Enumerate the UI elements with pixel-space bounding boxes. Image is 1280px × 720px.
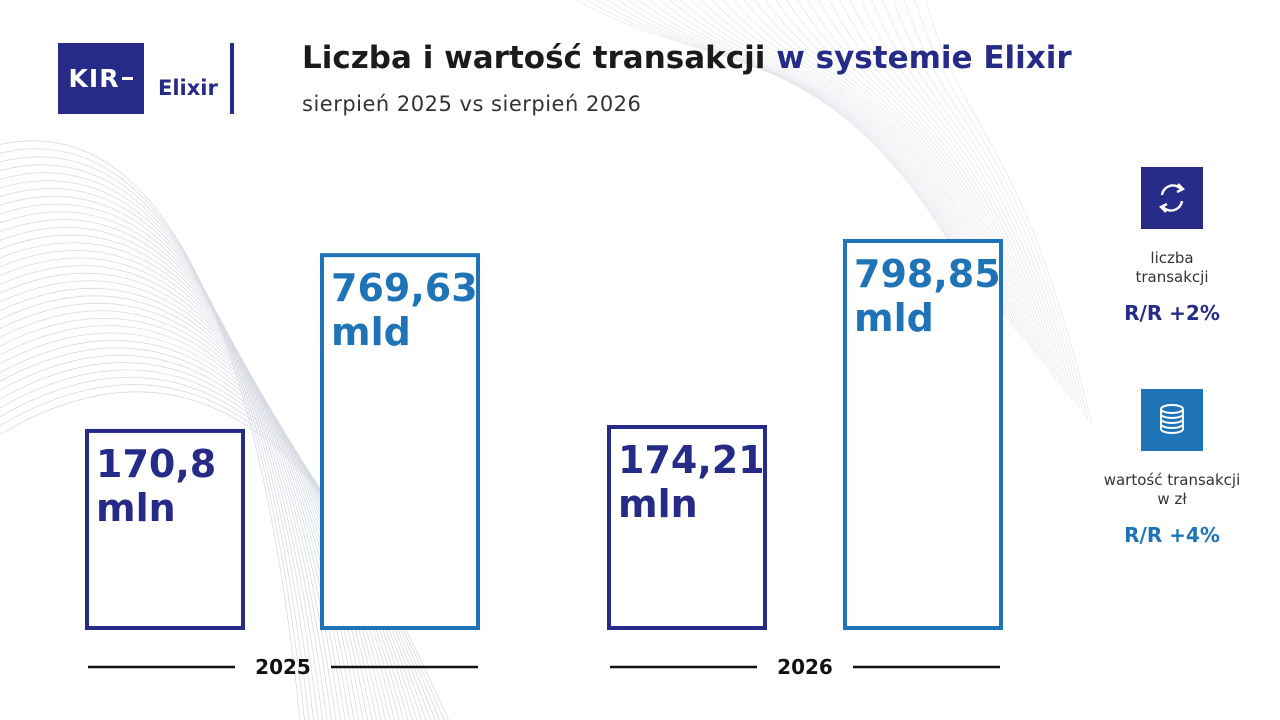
category-label: 2026 bbox=[777, 655, 833, 679]
background-wave-line bbox=[0, 195, 332, 720]
logo-separator bbox=[230, 43, 234, 114]
background-wave-line bbox=[638, 0, 985, 291]
background-wave-line bbox=[711, 0, 1013, 326]
kir-logo: KIR bbox=[58, 43, 144, 114]
count-label: liczba transakcji bbox=[1135, 249, 1209, 286]
background-wave-line bbox=[627, 0, 981, 286]
background-wave-line bbox=[860, 0, 1069, 396]
bar-unit-label: mln bbox=[618, 482, 698, 526]
bar-data-label: 769,63 bbox=[331, 266, 478, 310]
bar-unit-label: mld bbox=[854, 296, 934, 340]
background-wave-line bbox=[669, 0, 997, 306]
value-label: wartość transakcji w zł bbox=[1103, 471, 1241, 508]
bar-data-label: 170,8 bbox=[96, 442, 216, 486]
background-wave-line bbox=[0, 376, 440, 720]
bar-data-label: 798,85 bbox=[854, 252, 1001, 296]
background-wave-line bbox=[903, 0, 1085, 416]
background-wave-line bbox=[596, 0, 969, 271]
count-change: R/R +2% bbox=[1124, 301, 1220, 325]
value-change: R/R +4% bbox=[1124, 523, 1220, 547]
background-wave-line bbox=[722, 0, 1017, 331]
background-wave-line bbox=[606, 0, 973, 276]
background-wave-line bbox=[617, 0, 977, 281]
background-wave-line bbox=[839, 0, 1061, 386]
background-wave-line bbox=[818, 0, 1053, 376]
bar-count-2026 bbox=[607, 425, 767, 630]
kir-logo-text: KIR bbox=[68, 64, 120, 93]
background-wave-line bbox=[679, 0, 1001, 311]
background-wave-line bbox=[0, 362, 431, 720]
background-wave-line bbox=[0, 354, 427, 720]
background-wave-line bbox=[796, 0, 1045, 366]
background-wave-line bbox=[690, 0, 1005, 316]
background-wave-line bbox=[648, 0, 989, 296]
background-wave-line bbox=[828, 0, 1057, 381]
background-wave-line bbox=[575, 0, 961, 261]
bar-unit-label: mld bbox=[331, 310, 411, 354]
elixir-logo-text: Elixir bbox=[158, 76, 218, 100]
background-wave-line bbox=[0, 384, 445, 720]
background-wave-line bbox=[925, 0, 1093, 426]
background-wave-line bbox=[701, 0, 1009, 321]
background-wave-line bbox=[0, 391, 449, 720]
background-wave-line bbox=[658, 0, 993, 301]
background-wave-line bbox=[0, 211, 341, 720]
background-wave-line bbox=[850, 0, 1065, 391]
exchange-arrows-icon bbox=[1141, 167, 1203, 229]
background-wave-line bbox=[0, 203, 337, 720]
background-wave-line bbox=[914, 0, 1089, 421]
bar-unit-label: mln bbox=[96, 486, 176, 530]
title-main: Liczba i wartość transakcji bbox=[302, 40, 766, 76]
background-wave-line bbox=[0, 188, 328, 720]
bar-data-label: 174,21 bbox=[618, 438, 765, 482]
bar-value-2026 bbox=[843, 239, 1003, 630]
background-wave-line bbox=[871, 0, 1073, 401]
background-wave-line bbox=[0, 347, 422, 720]
coins-stack-icon bbox=[1141, 389, 1203, 451]
category-label: 2025 bbox=[255, 655, 311, 679]
background-wave-line bbox=[586, 0, 965, 266]
page-subtitle: sierpień 2025 vs sierpień 2026 bbox=[302, 92, 642, 116]
background-wave-line bbox=[0, 369, 436, 720]
page-title: Liczba i wartość transakcji w systemie E… bbox=[302, 40, 1072, 76]
title-accent: w systemie Elixir bbox=[776, 40, 1072, 76]
background-wave-line bbox=[807, 0, 1049, 371]
background-wave-line bbox=[893, 0, 1081, 411]
background-wave-line bbox=[882, 0, 1077, 406]
bar-value-2025 bbox=[320, 253, 480, 630]
bar-count-2025 bbox=[85, 428, 245, 630]
